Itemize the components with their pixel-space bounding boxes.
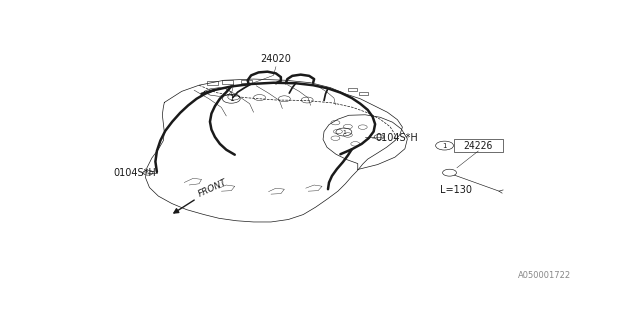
Text: 1: 1 — [342, 130, 346, 134]
Text: 0104S*H: 0104S*H — [375, 133, 418, 143]
Text: L=130: L=130 — [440, 185, 472, 195]
Text: 24020: 24020 — [260, 54, 291, 64]
Text: 1: 1 — [442, 143, 447, 148]
Text: A050001722: A050001722 — [518, 271, 571, 280]
Text: 0104S*H: 0104S*H — [113, 168, 156, 178]
Text: 24226: 24226 — [463, 140, 493, 151]
Text: 1: 1 — [229, 94, 234, 103]
Text: FRONT: FRONT — [196, 178, 228, 199]
